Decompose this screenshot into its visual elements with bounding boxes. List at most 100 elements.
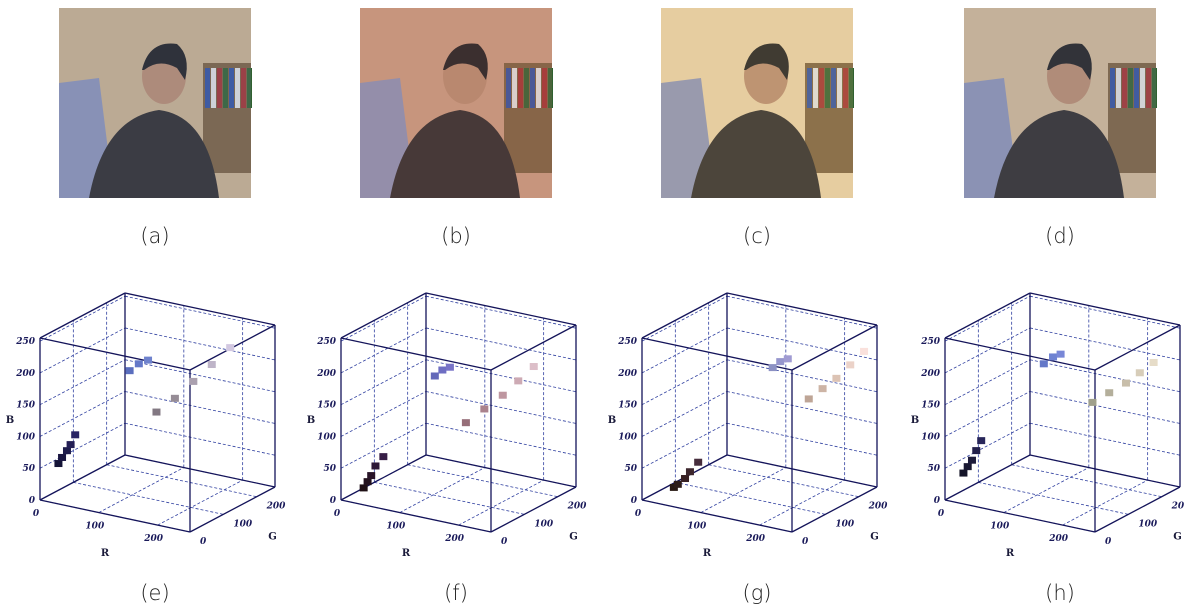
data-point (1136, 369, 1144, 376)
data-point (446, 364, 454, 371)
data-point (819, 385, 827, 392)
photo (360, 8, 553, 198)
r-tick-label: 200 (745, 534, 766, 544)
b-tick-label: 250 (316, 337, 337, 347)
data-point (58, 454, 66, 461)
box-edge (1030, 293, 1180, 325)
data-point (379, 453, 387, 460)
b-tick-label: 150 (921, 401, 941, 411)
data-point (431, 372, 439, 379)
b-axis-label: B (608, 415, 616, 426)
data-point (694, 459, 702, 466)
grid-line (727, 328, 877, 360)
data-point (1122, 380, 1130, 387)
grid-line (709, 465, 859, 497)
b-tick-label: 200 (617, 369, 638, 379)
data-point (530, 363, 538, 370)
grid-line (408, 465, 558, 497)
b-tick-label: 100 (16, 432, 36, 442)
grid-line (1063, 480, 1148, 525)
data-point (681, 475, 689, 482)
grid-line (1030, 423, 1180, 455)
data-point (71, 431, 79, 438)
caption: (c) (743, 224, 771, 248)
r-tick-label: 200 (143, 534, 164, 544)
page: (a)(b)(c)(d)0501001502002500100200010020… (0, 0, 1184, 607)
b-tick-label: 50 (927, 464, 940, 474)
b-tick-label: 0 (631, 496, 638, 506)
g-tick-label: 200 (266, 502, 287, 512)
box-edge (945, 338, 1095, 370)
g-tick-label: 200 (1171, 502, 1184, 512)
grid-line (158, 480, 243, 525)
grid-line (125, 296, 275, 328)
tint (964, 8, 1156, 198)
grid-line (125, 328, 275, 360)
data-point (364, 478, 372, 485)
tint (59, 8, 251, 198)
box-edge (40, 338, 190, 370)
grid-line (1004, 468, 1089, 513)
data-point (1150, 359, 1158, 366)
data-point (438, 367, 446, 374)
box-edge (341, 338, 491, 370)
g-axis-label: G (569, 532, 578, 543)
b-tick-label: 250 (617, 337, 638, 347)
r-axis-label: R (101, 548, 110, 559)
b-tick-label: 50 (22, 464, 35, 474)
box-edge (341, 455, 426, 500)
data-point (152, 409, 160, 416)
data-point (846, 361, 854, 368)
r-tick-label: 200 (1048, 534, 1069, 544)
data-point (1040, 360, 1048, 367)
b-tick-label: 0 (330, 496, 337, 506)
b-tick-label: 50 (624, 464, 637, 474)
box-edge (426, 455, 576, 487)
g-tick-label: 0 (501, 537, 508, 547)
data-point (499, 392, 507, 399)
g-axis-label: G (268, 532, 277, 543)
box-edge (125, 455, 275, 487)
data-point (968, 457, 976, 464)
grid-line (426, 328, 576, 360)
box-edge (642, 293, 727, 338)
data-point (784, 355, 792, 362)
r-axis-label: R (703, 548, 712, 559)
grid-line (727, 423, 877, 455)
data-point (208, 361, 216, 368)
b-tick-label: 200 (920, 369, 941, 379)
caption: (d) (1045, 224, 1075, 248)
box-edge (727, 293, 877, 325)
box-edge (426, 293, 576, 325)
caption: (h) (1045, 581, 1075, 605)
b-tick-label: 100 (618, 432, 638, 442)
data-point (674, 481, 682, 488)
grid-line (426, 296, 576, 328)
b-tick-label: 150 (317, 401, 337, 411)
grid-line (459, 480, 544, 525)
grid-line (73, 482, 223, 514)
box-edge (40, 455, 125, 500)
r-tick-label: 0 (938, 509, 945, 519)
grid-line (978, 482, 1128, 514)
r-axis-label: R (1006, 548, 1015, 559)
g-tick-label: 200 (868, 502, 889, 512)
data-point (480, 405, 488, 412)
caption: (g) (743, 581, 772, 605)
data-point (189, 378, 197, 385)
data-point (63, 447, 71, 454)
data-point (832, 375, 840, 382)
photo (964, 8, 1157, 198)
box-edge (792, 325, 877, 370)
box-edge (945, 293, 1030, 338)
box-edge (40, 293, 125, 338)
data-point (805, 395, 813, 402)
grid-line (701, 468, 786, 513)
g-tick-label: 100 (835, 519, 855, 529)
g-tick-label: 0 (802, 537, 809, 547)
r-tick-label: 100 (687, 522, 707, 532)
caption: (a) (140, 224, 169, 248)
tint (661, 8, 853, 198)
box-edge (341, 293, 426, 338)
box-edge (40, 500, 190, 532)
